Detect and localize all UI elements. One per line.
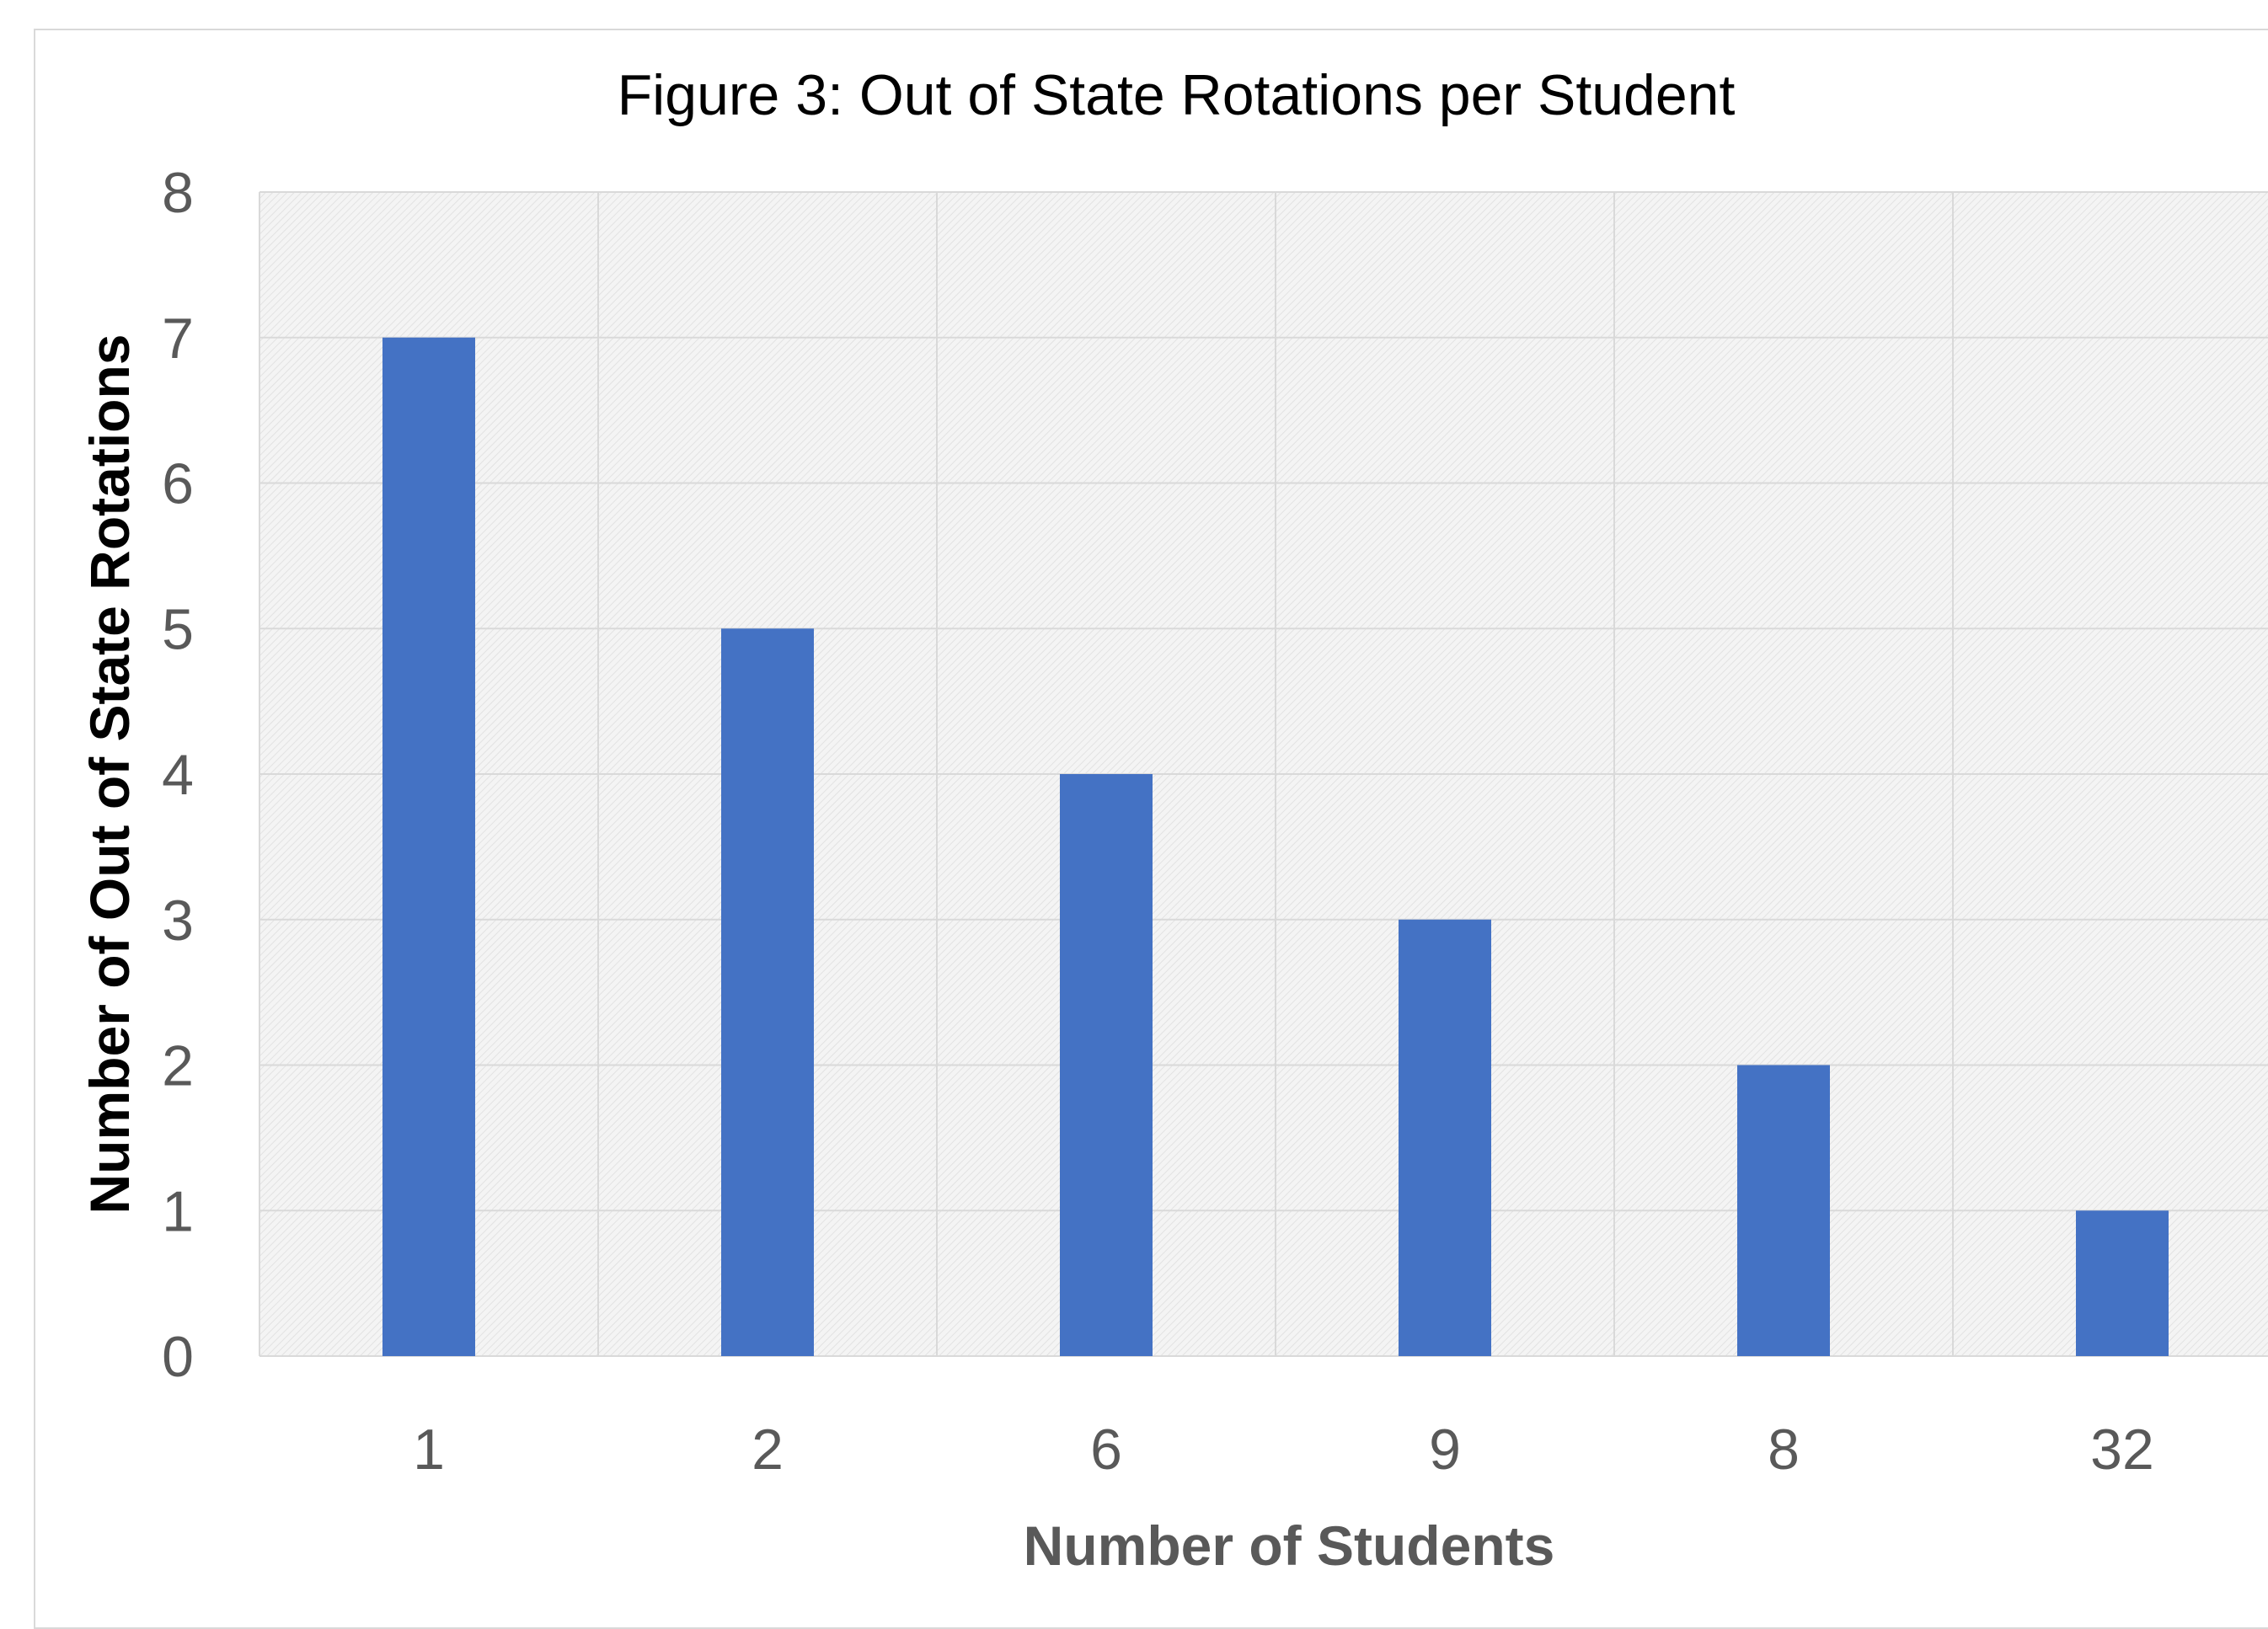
- chart-title: Figure 3: Out of State Rotations per Stu…: [618, 63, 1736, 127]
- x-tick-label: 1: [413, 1418, 445, 1482]
- y-tick-label: 2: [162, 1034, 194, 1098]
- x-tick-label: 6: [1090, 1418, 1122, 1482]
- x-tick-label: 32: [2090, 1418, 2154, 1482]
- y-tick-label: 3: [162, 889, 194, 953]
- bar-1: [382, 337, 475, 1356]
- x-tick-label: 8: [1768, 1418, 1800, 1482]
- bar-6: [1060, 774, 1153, 1356]
- x-tick-label: 9: [1429, 1418, 1461, 1482]
- bar-2: [721, 628, 814, 1356]
- gridlines: [259, 191, 2268, 1357]
- y-axis-ticks: 0 1 2 3 4 5 6 7 8: [162, 161, 194, 1389]
- x-axis-label: Number of Students: [1024, 1514, 1555, 1577]
- y-tick-label: 5: [162, 597, 194, 661]
- y-tick-label: 6: [162, 452, 194, 516]
- y-axis-label: Number of Out of State Rotations: [78, 334, 141, 1215]
- y-tick-label: 1: [162, 1179, 194, 1243]
- y-tick-label: 7: [162, 307, 194, 371]
- bar-32: [2076, 1210, 2169, 1356]
- y-tick-label: 4: [162, 743, 194, 807]
- y-tick-label: 0: [162, 1325, 194, 1389]
- bar-9: [1399, 919, 1491, 1356]
- bars: [382, 337, 2169, 1356]
- x-tick-label: 2: [752, 1418, 784, 1482]
- x-axis-ticks: 1 2 6 9 8 32: [413, 1418, 2154, 1482]
- bar-8: [1737, 1065, 1830, 1356]
- y-tick-label: 8: [162, 161, 194, 225]
